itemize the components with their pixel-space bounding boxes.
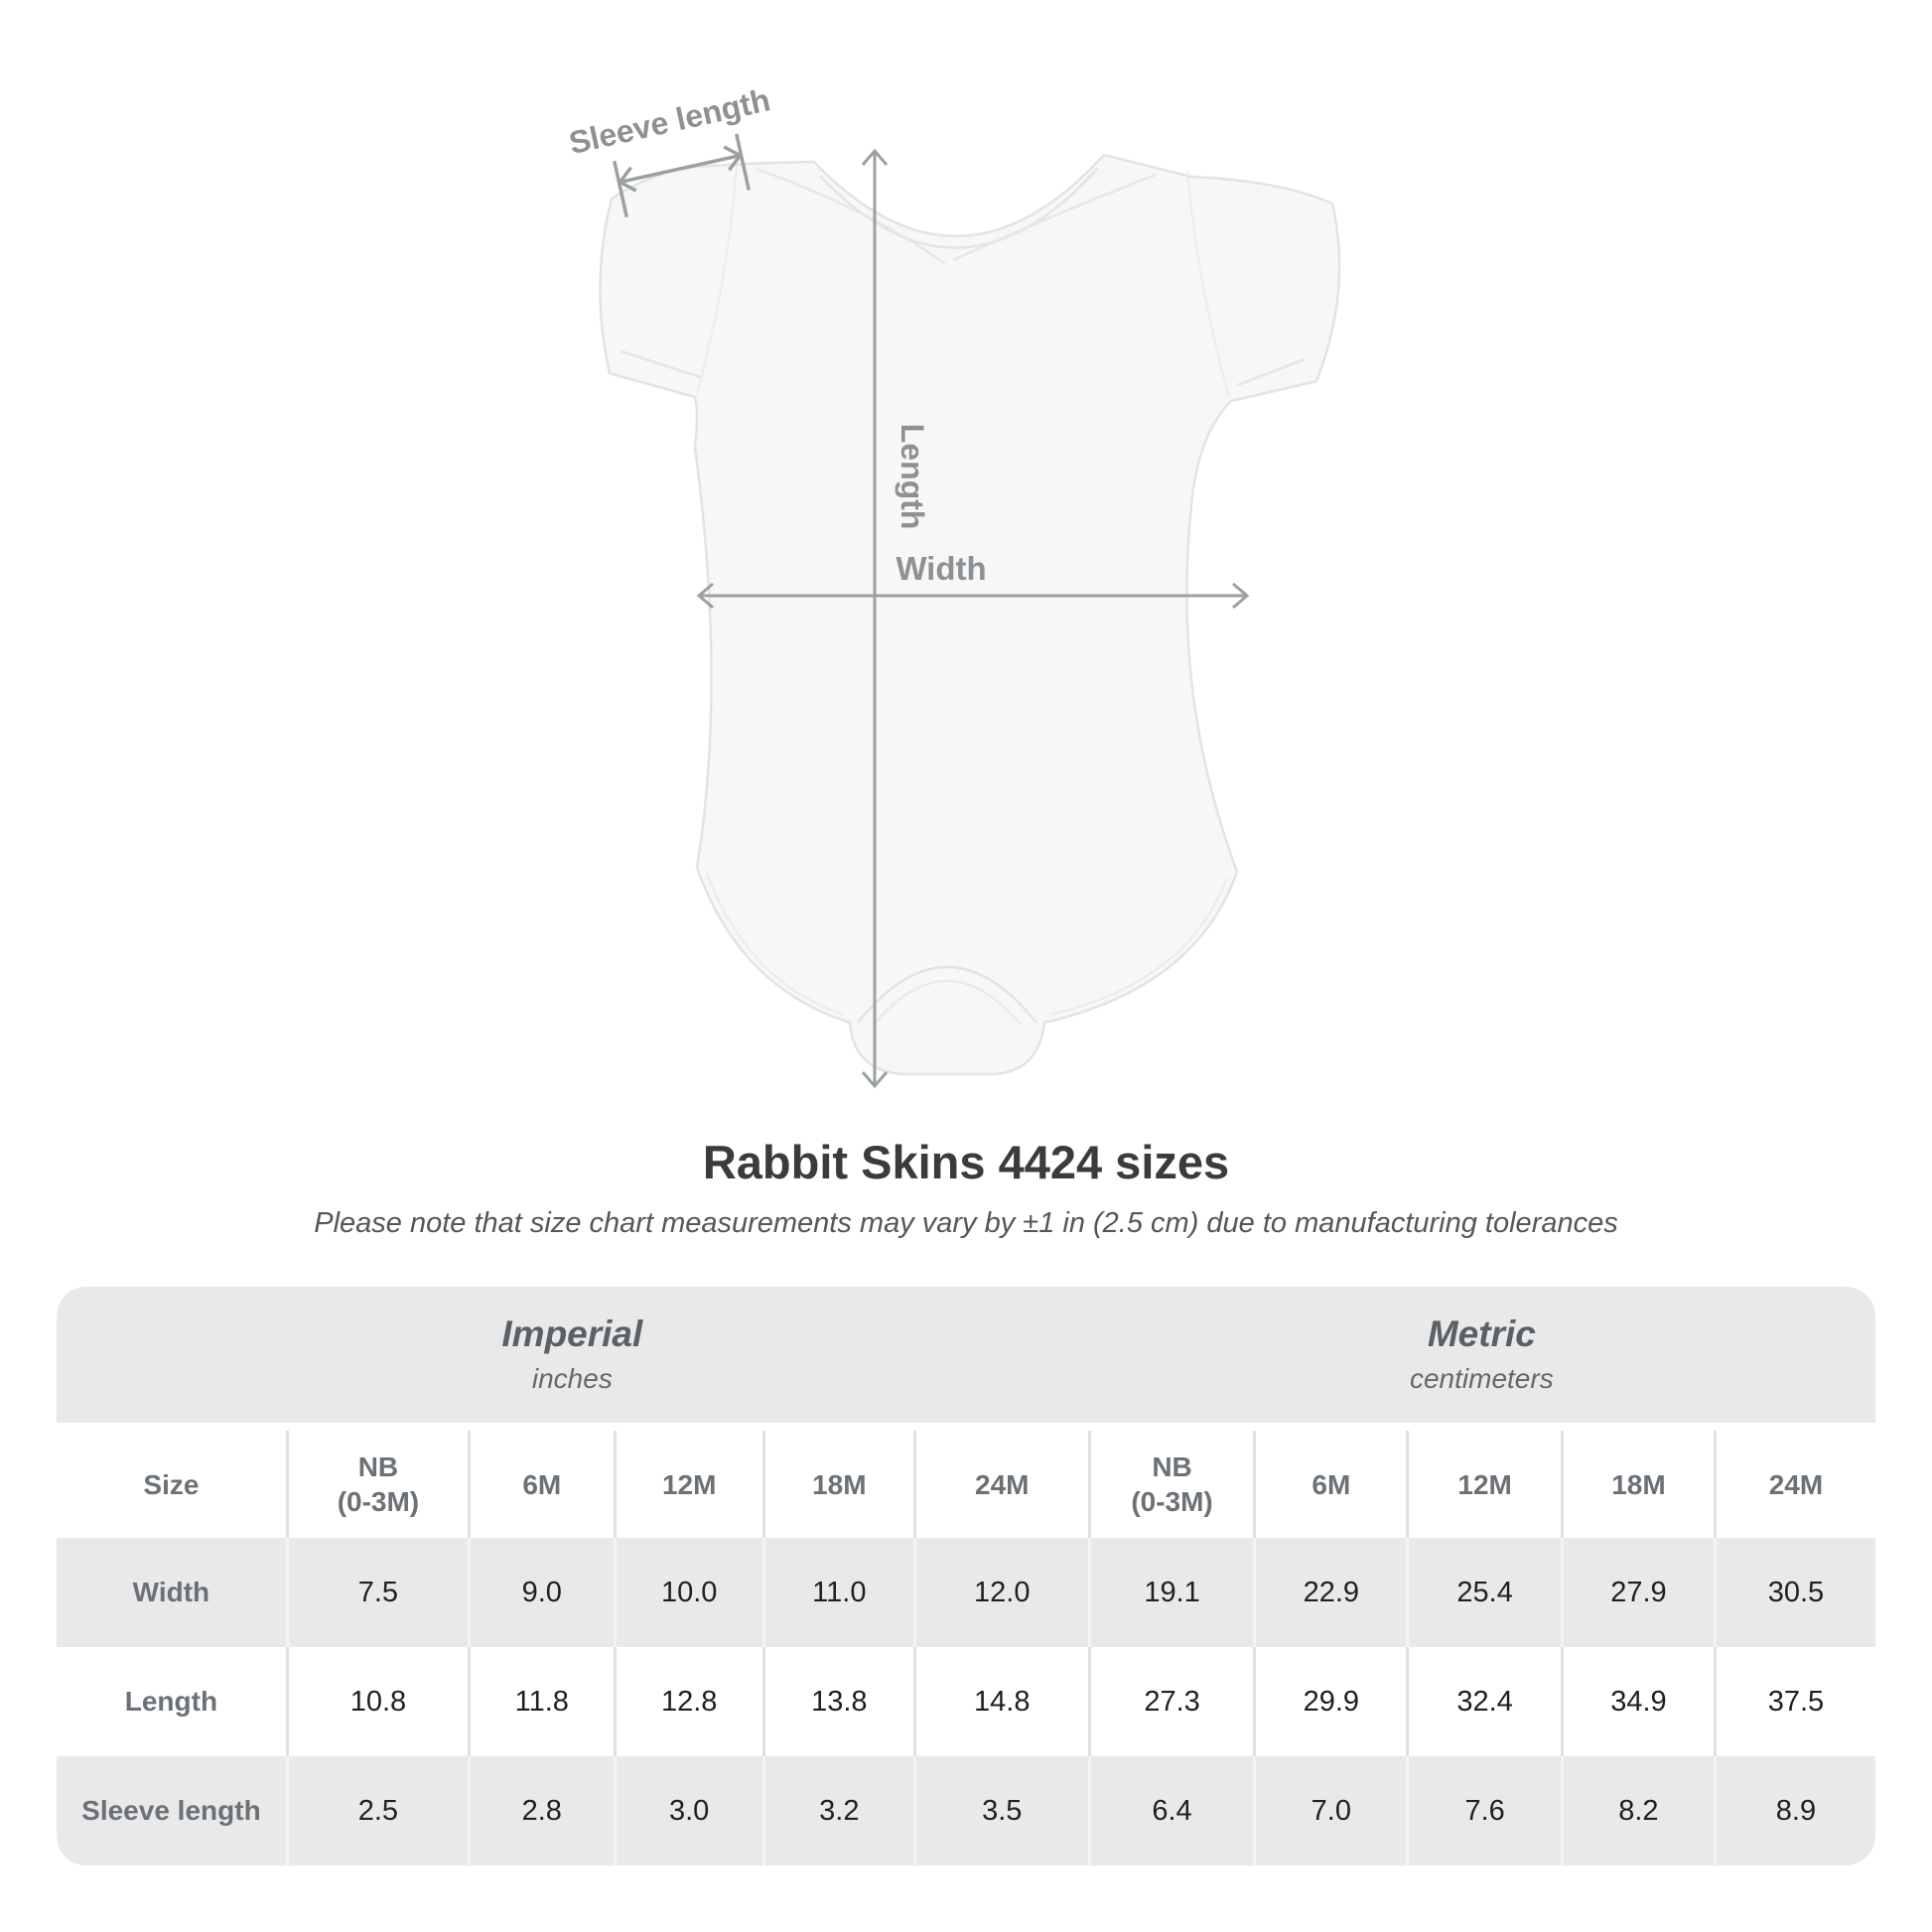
width-annotation: Width xyxy=(696,550,1250,610)
metric-band: Metric centimeters xyxy=(1087,1287,1875,1432)
onesie-illustration: Sleeve length Length Width xyxy=(566,81,1341,1089)
width-row: Width 7.5 9.0 10.0 11.0 12.0 19.1 22.9 2… xyxy=(57,1538,1875,1648)
length-metric-12m: 32.4 xyxy=(1406,1647,1561,1757)
column-header-imperial-12m: 12M xyxy=(613,1431,762,1539)
size-table-container: Imperial inches Metric centimeters Size … xyxy=(57,1287,1875,1866)
sleeve-length-arrow xyxy=(619,153,742,185)
width-metric-6m: 22.9 xyxy=(1253,1538,1407,1648)
length-row: Length 10.8 11.8 12.8 13.8 14.8 27.3 29.… xyxy=(57,1647,1875,1757)
sleeve-imperial-nb: 2.5 xyxy=(285,1756,469,1866)
sleeve-metric-24m: 8.9 xyxy=(1713,1756,1875,1866)
width-imperial-nb: 7.5 xyxy=(285,1538,469,1648)
column-header-imperial-24m: 24M xyxy=(912,1431,1088,1539)
length-imperial-12m: 12.8 xyxy=(613,1647,762,1757)
column-header-imperial-18m: 18M xyxy=(761,1431,913,1539)
column-header-metric-24m: 24M xyxy=(1713,1431,1875,1539)
sleeve-length-row: Sleeve length 2.5 2.8 3.0 3.2 3.5 6.4 7.… xyxy=(57,1756,1875,1866)
length-annotation: Length xyxy=(861,148,930,1089)
length-imperial-24m: 14.8 xyxy=(912,1647,1088,1757)
length-metric-6m: 29.9 xyxy=(1253,1647,1407,1757)
width-label: Width xyxy=(896,550,986,587)
onesie-illustration-area: Sleeve length Length Width xyxy=(566,81,1341,1089)
sleeve-imperial-6m: 2.8 xyxy=(468,1756,614,1866)
imperial-band: Imperial inches xyxy=(57,1287,1088,1432)
onesie-garment xyxy=(599,153,1341,1076)
sleeve-metric-18m: 8.2 xyxy=(1560,1756,1714,1866)
width-imperial-24m: 12.0 xyxy=(912,1538,1088,1648)
width-metric-nb: 19.1 xyxy=(1087,1538,1254,1648)
title-block: Rabbit Skins 4424 sizes Please note that… xyxy=(0,1138,1932,1241)
length-imperial-6m: 11.8 xyxy=(468,1647,614,1757)
row-label-length: Length xyxy=(57,1647,286,1757)
sleeve-metric-nb: 6.4 xyxy=(1087,1756,1254,1866)
row-label-width: Width xyxy=(57,1538,286,1648)
length-label: Length xyxy=(895,424,930,530)
width-imperial-6m: 9.0 xyxy=(468,1538,614,1648)
tolerance-note: Please note that size chart measurements… xyxy=(314,1207,1618,1240)
sleeve-metric-6m: 7.0 xyxy=(1253,1756,1407,1866)
width-imperial-12m: 10.0 xyxy=(613,1538,762,1648)
metric-label: Metric xyxy=(1427,1313,1536,1355)
length-metric-nb: 27.3 xyxy=(1087,1647,1254,1757)
column-header-row: Size NB (0-3M) 6M 12M 18M 24M NB (0-3M) … xyxy=(57,1431,1875,1539)
sleeve-imperial-12m: 3.0 xyxy=(613,1756,762,1866)
sleeve-metric-12m: 7.6 xyxy=(1406,1756,1561,1866)
size-table: Imperial inches Metric centimeters Size … xyxy=(57,1287,1875,1866)
sleeve-imperial-18m: 3.2 xyxy=(761,1756,913,1866)
width-metric-18m: 27.9 xyxy=(1560,1538,1714,1648)
metric-unit: centimeters xyxy=(1409,1363,1554,1395)
width-imperial-18m: 11.0 xyxy=(761,1538,913,1648)
length-metric-18m: 34.9 xyxy=(1560,1647,1714,1757)
length-imperial-nb: 10.8 xyxy=(285,1647,469,1757)
unit-band-row: Imperial inches Metric centimeters xyxy=(57,1287,1875,1432)
sleeve-imperial-24m: 3.5 xyxy=(912,1756,1088,1866)
column-header-metric-18m: 18M xyxy=(1560,1431,1714,1539)
column-header-metric-6m: 6M xyxy=(1253,1431,1407,1539)
row-label-sleeve-length: Sleeve length xyxy=(57,1756,286,1866)
sleeve-length-label: Sleeve length xyxy=(566,81,773,161)
imperial-unit: inches xyxy=(531,1363,613,1395)
page-title: Rabbit Skins 4424 sizes xyxy=(702,1136,1230,1188)
column-header-imperial-nb: NB (0-3M) xyxy=(285,1431,469,1539)
width-metric-24m: 30.5 xyxy=(1713,1538,1875,1648)
size-header: Size xyxy=(57,1431,286,1539)
length-imperial-18m: 13.8 xyxy=(761,1647,913,1757)
length-metric-24m: 37.5 xyxy=(1713,1647,1875,1757)
column-header-metric-12m: 12M xyxy=(1406,1431,1561,1539)
column-header-imperial-6m: 6M xyxy=(468,1431,614,1539)
column-header-metric-nb: NB (0-3M) xyxy=(1087,1431,1254,1539)
width-metric-12m: 25.4 xyxy=(1406,1538,1561,1648)
imperial-label: Imperial xyxy=(501,1313,643,1355)
